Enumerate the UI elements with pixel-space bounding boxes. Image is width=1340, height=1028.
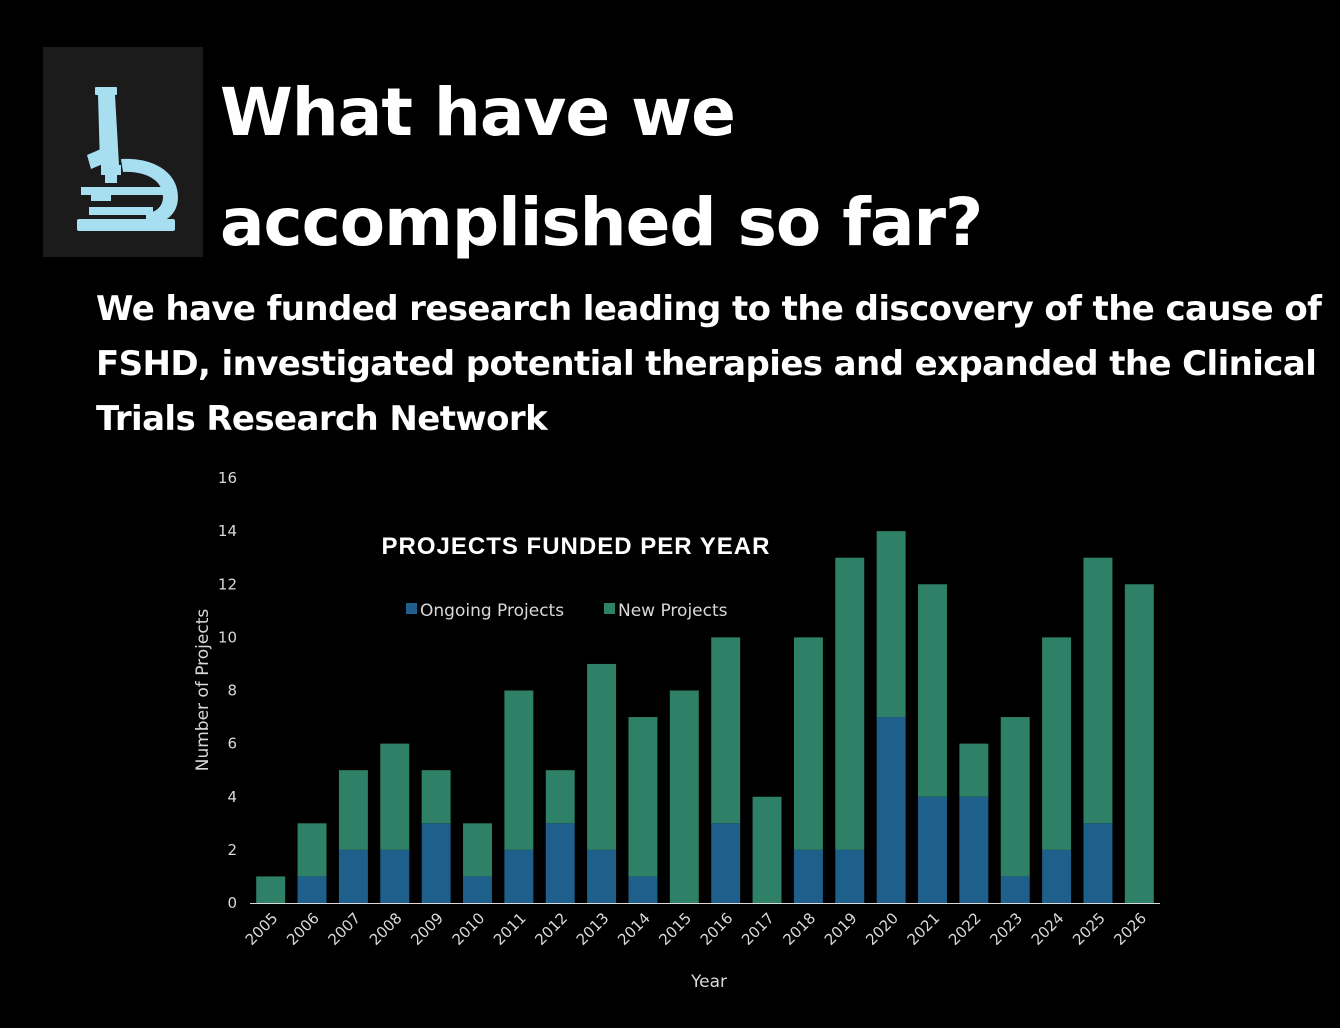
legend: Ongoing Projects New Projects bbox=[406, 601, 728, 621]
x-tick-label: 2024 bbox=[1028, 909, 1068, 949]
x-tick-label: 2025 bbox=[1069, 909, 1109, 949]
x-tick-label: 2007 bbox=[325, 909, 365, 949]
y-tick-label: 10 bbox=[218, 628, 237, 646]
y-axis-title: Number of Projects bbox=[193, 609, 213, 772]
x-tick-label: 2009 bbox=[407, 909, 447, 949]
y-tick-label: 6 bbox=[227, 735, 237, 753]
y-tick-label: 4 bbox=[227, 788, 237, 806]
x-tick-label: 2006 bbox=[283, 909, 323, 949]
bar-new-2025 bbox=[1083, 557, 1113, 824]
bar-new-2006 bbox=[297, 823, 327, 877]
x-tick-label: 2023 bbox=[986, 909, 1026, 949]
x-tick-label: 2013 bbox=[573, 909, 613, 949]
y-tick-label: 16 bbox=[218, 469, 237, 487]
bar-new-2005 bbox=[256, 876, 286, 903]
x-tick-label: 2008 bbox=[366, 909, 406, 949]
x-tick-label: 2017 bbox=[738, 909, 778, 949]
subtitle-line-3: Trials Research Network bbox=[96, 399, 548, 439]
bar-new-2013 bbox=[587, 663, 617, 850]
bar-new-2026 bbox=[1124, 584, 1154, 903]
bar-new-2022 bbox=[959, 743, 989, 797]
bar-ongoing-2023 bbox=[1000, 876, 1030, 903]
bar-new-2012 bbox=[545, 770, 575, 824]
title-line-2: accomplished so far? bbox=[220, 184, 983, 261]
x-tick-label: 2020 bbox=[862, 909, 902, 949]
bar-new-2015 bbox=[669, 690, 699, 903]
bar-ongoing-2014 bbox=[628, 876, 658, 903]
subtitle-line-1: We have funded research leading to the d… bbox=[96, 289, 1322, 329]
bar-ongoing-2025 bbox=[1083, 823, 1113, 903]
x-tick-label: 2021 bbox=[904, 909, 944, 949]
x-tick-label: 2019 bbox=[821, 909, 861, 949]
bar-new-2008 bbox=[380, 743, 410, 850]
y-tick-label: 8 bbox=[227, 682, 237, 700]
y-tick-label: 0 bbox=[227, 894, 237, 912]
bar-ongoing-2007 bbox=[338, 849, 368, 903]
bar-new-2014 bbox=[628, 717, 658, 877]
bar-new-2024 bbox=[1042, 637, 1072, 850]
bar-ongoing-2006 bbox=[297, 876, 327, 903]
bar-new-2016 bbox=[711, 637, 741, 824]
y-tick-label: 2 bbox=[227, 841, 237, 859]
bar-new-2020 bbox=[876, 531, 906, 718]
x-tick-label: 2012 bbox=[531, 909, 571, 949]
y-tick-label: 12 bbox=[218, 575, 237, 593]
icon-panel bbox=[43, 47, 203, 257]
bar-new-2009 bbox=[421, 770, 451, 824]
bar-new-2010 bbox=[463, 823, 492, 877]
bar-new-2011 bbox=[504, 690, 534, 850]
x-tick-label: 2018 bbox=[780, 909, 820, 949]
bar-ongoing-2009 bbox=[421, 823, 451, 903]
y-tick-label: 14 bbox=[218, 522, 237, 540]
bar-ongoing-2018 bbox=[793, 849, 823, 903]
x-tick-label: 2016 bbox=[697, 909, 737, 949]
bar-ongoing-2024 bbox=[1042, 849, 1072, 903]
bar-new-2017 bbox=[752, 796, 782, 903]
bar-ongoing-2013 bbox=[587, 849, 617, 903]
x-tick-label: 2014 bbox=[614, 909, 654, 949]
bar-ongoing-2019 bbox=[835, 849, 865, 903]
legend-label-ongoing: Ongoing Projects bbox=[420, 601, 564, 621]
y-axis-ticks: 0 2 4 6 8 10 12 14 16 bbox=[218, 469, 237, 912]
bar-series bbox=[256, 531, 1154, 903]
bar-ongoing-2022 bbox=[959, 796, 989, 903]
bar-ongoing-2010 bbox=[463, 876, 492, 903]
bar-ongoing-2012 bbox=[545, 823, 575, 903]
x-tick-label: 2011 bbox=[490, 909, 530, 949]
x-tick-label: 2015 bbox=[655, 909, 695, 949]
x-tick-label: 2005 bbox=[242, 909, 282, 949]
legend-swatch-ongoing bbox=[406, 603, 417, 614]
bar-ongoing-2011 bbox=[504, 849, 534, 903]
subtitle-line-2: FSHD, investigated potential therapies a… bbox=[96, 344, 1317, 384]
bar-ongoing-2016 bbox=[711, 823, 741, 903]
bar-new-2019 bbox=[835, 557, 865, 850]
x-axis-title: Year bbox=[690, 972, 727, 992]
bar-ongoing-2020 bbox=[876, 717, 906, 903]
chart-title: PROJECTS FUNDED PER YEAR bbox=[382, 533, 771, 560]
bar-new-2018 bbox=[793, 637, 823, 850]
x-tick-label: 2022 bbox=[945, 909, 985, 949]
bar-ongoing-2021 bbox=[918, 796, 947, 903]
slide-title: What have we accomplished so far? bbox=[220, 58, 1220, 278]
x-tick-label: 2010 bbox=[449, 909, 489, 949]
bar-new-2007 bbox=[338, 770, 368, 850]
title-line-1: What have we bbox=[220, 74, 736, 151]
microscope-icon bbox=[77, 87, 178, 231]
x-axis-ticks: 2005 2006 2007 2008 2009 2010 2011 2012 2013 2014… bbox=[242, 909, 1150, 949]
legend-swatch-new bbox=[604, 603, 615, 614]
legend-label-new: New Projects bbox=[618, 601, 728, 621]
slide-subtitle: We have funded research leading to the d… bbox=[96, 282, 1326, 447]
bar-ongoing-2008 bbox=[380, 849, 410, 903]
bar-new-2023 bbox=[1000, 717, 1030, 877]
x-tick-label: 2026 bbox=[1110, 909, 1150, 949]
bar-new-2021 bbox=[918, 584, 947, 797]
